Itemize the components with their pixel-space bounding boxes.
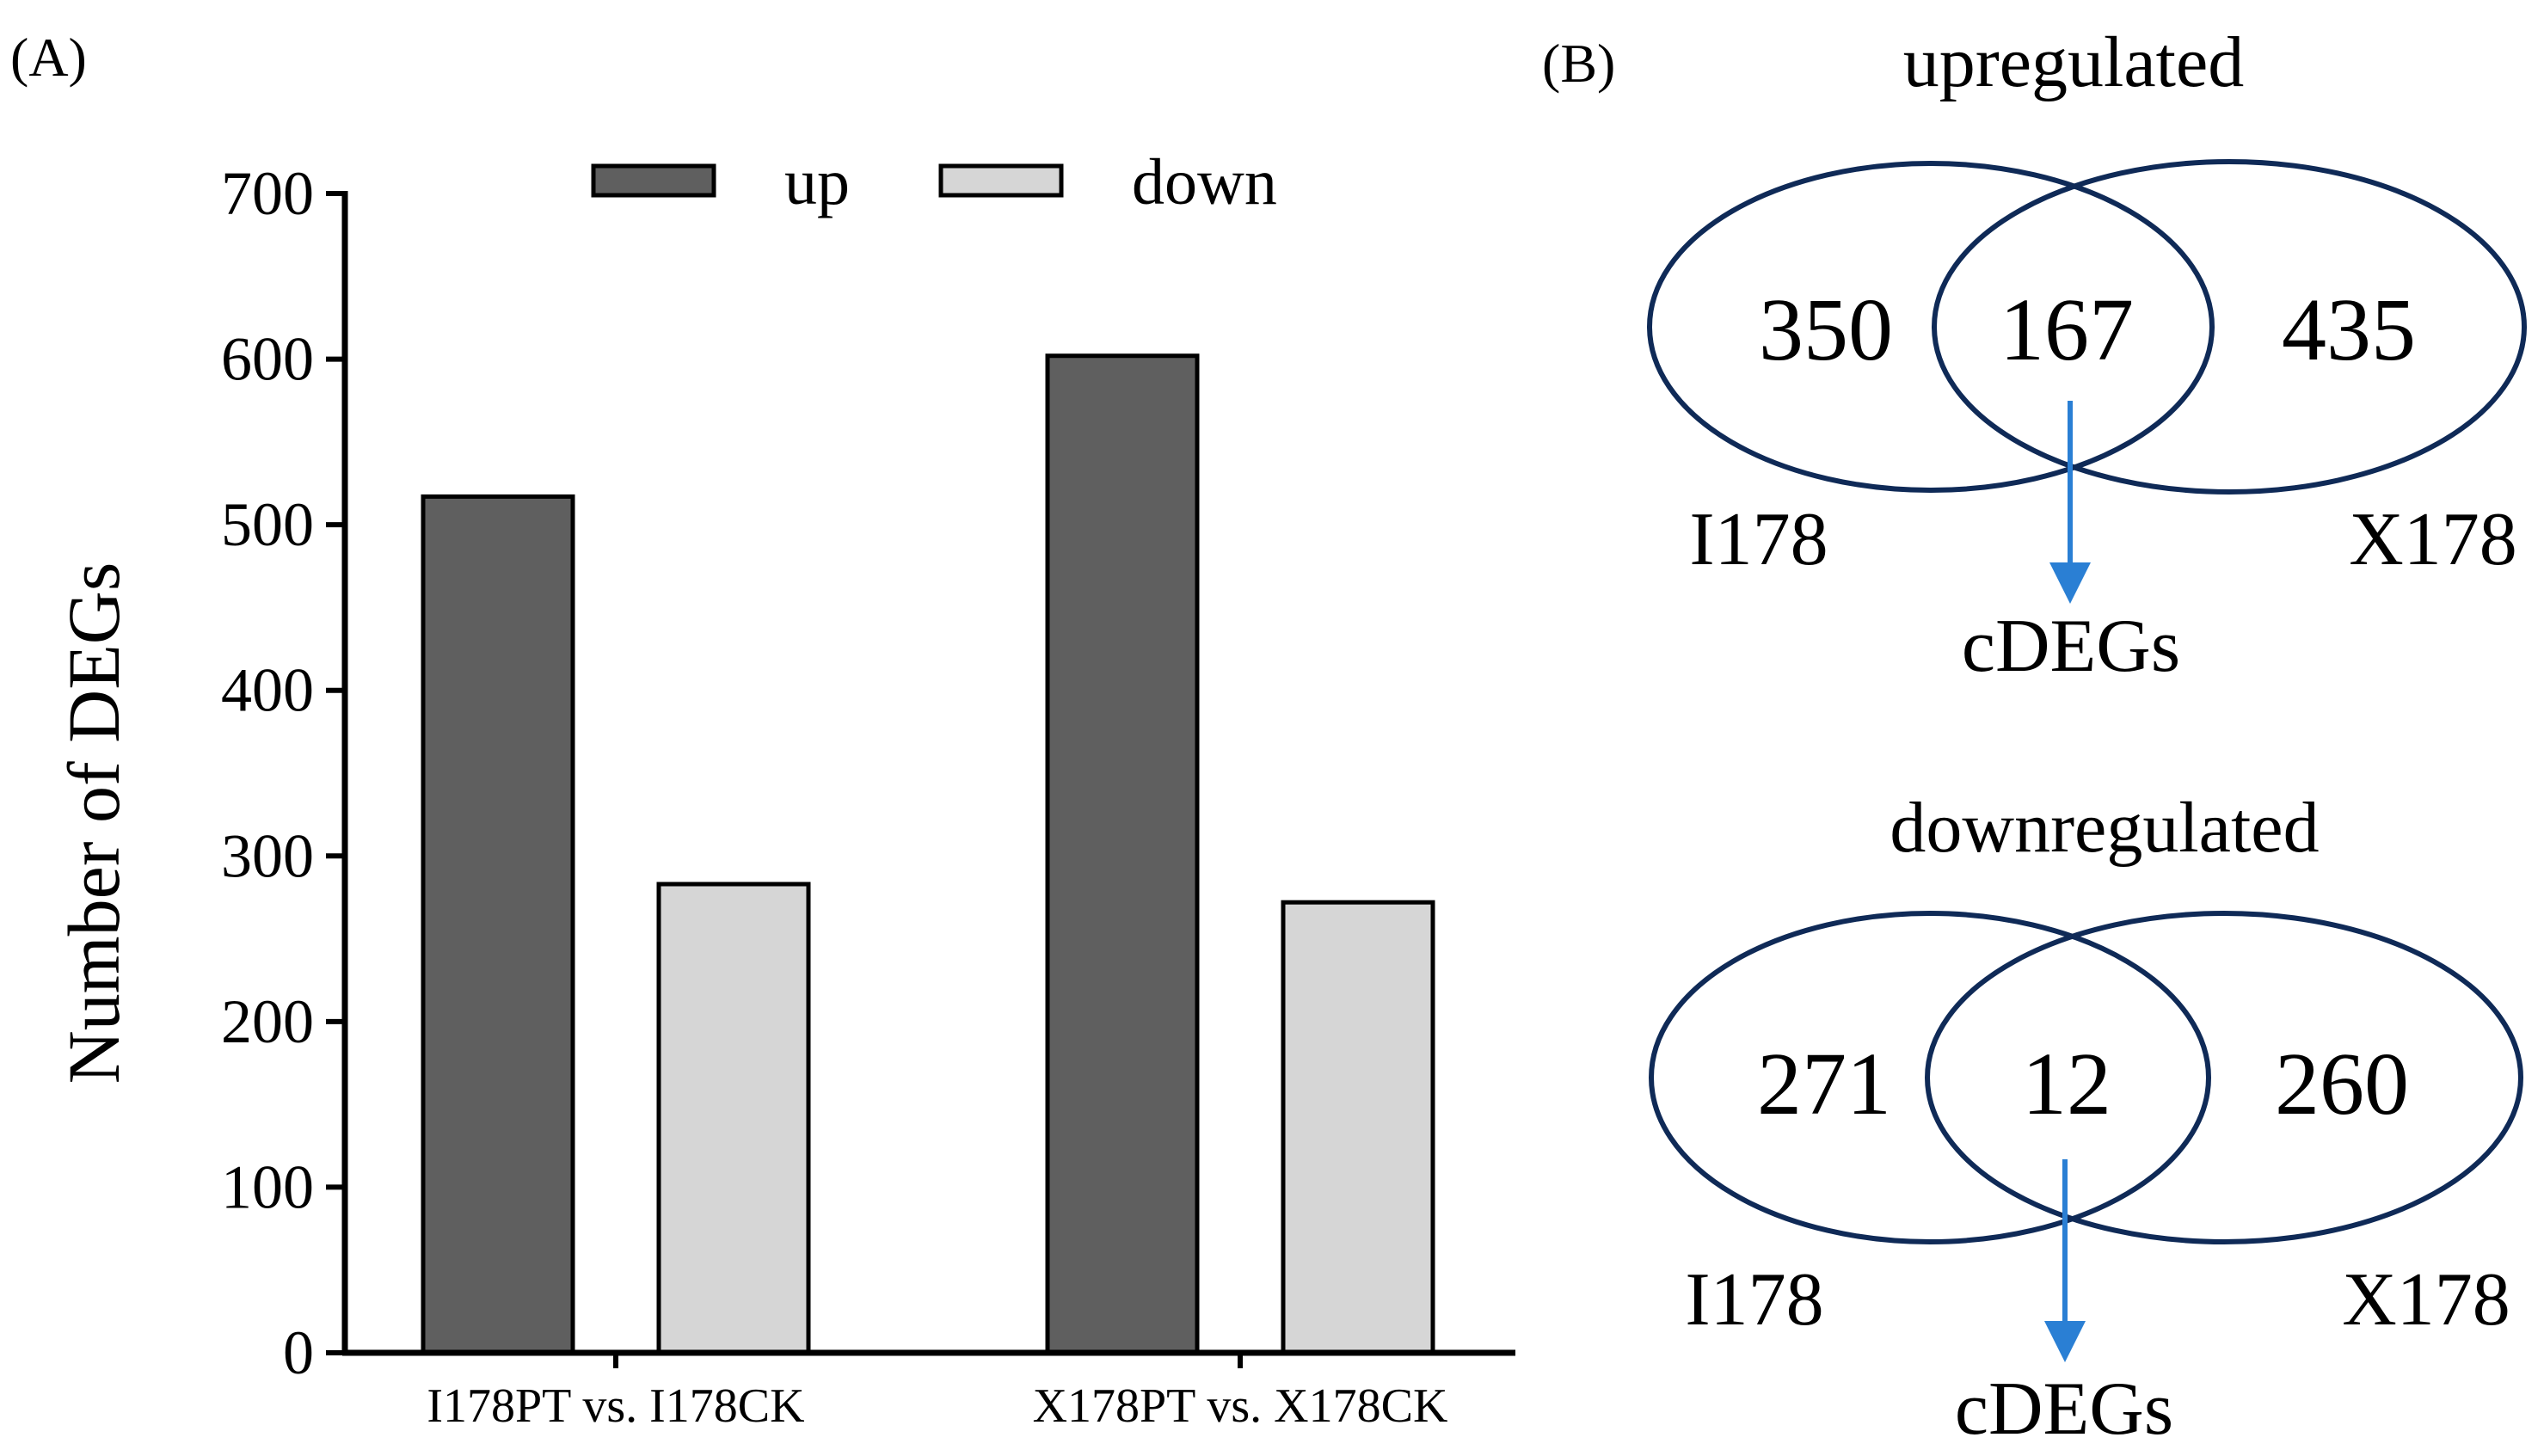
venn-up-overlap-count: 167: [2000, 280, 2134, 379]
venn-upregulated: upregulated 350 167 435 I178 X178 cDEGs: [1647, 22, 2527, 688]
venn-down-cdegs-label: cDEGs: [1955, 1367, 2173, 1451]
venn-down-overlap-count: 12: [2022, 1035, 2111, 1133]
venn-up-right-count: 435: [2282, 280, 2416, 379]
bar-up-1: [421, 494, 575, 1355]
y-tick-label: 600: [221, 325, 314, 394]
panel-label-a: (A): [10, 27, 87, 88]
venn-up-circle-left: [1647, 161, 2215, 493]
venn-down-right-count: 260: [2275, 1035, 2409, 1133]
legend-swatch-down: [938, 163, 1064, 198]
bar-up-2: [1045, 353, 1200, 1355]
venn-up-left-count: 350: [1759, 280, 1893, 379]
venn-downregulated: downregulated 271 12 260 I178 X178 cDEGs: [1649, 788, 2523, 1451]
venn-down-circle-left: [1649, 911, 2211, 1244]
y-axis-label: Number of DEGs: [52, 562, 135, 1084]
y-axis-ticks: 0 100 200 300 400 500 600 700: [221, 159, 345, 1387]
bar-chart: 0 100 200 300 400 500 600 700 I178PT vs. I178CK…: [52, 146, 1515, 1433]
x-category-label: I178PT vs. I178CK: [427, 1379, 804, 1433]
venn-down-circle-right: [1925, 911, 2523, 1244]
legend-label-up: up: [784, 146, 850, 218]
y-tick-label: 300: [221, 821, 314, 890]
venn-up-right-set-label: X178: [2349, 498, 2517, 581]
x-axis-categories: I178PT vs. I178CK X178PT vs. X178CK: [427, 1353, 1447, 1433]
venn-down-left-set-label: I178: [1685, 1258, 1823, 1342]
y-tick-label: 500: [221, 490, 314, 559]
venn-down-title: downregulated: [1890, 788, 2319, 868]
y-tick-label: 200: [221, 987, 314, 1056]
venn-up-left-set-label: I178: [1689, 498, 1828, 581]
legend-label-down: down: [1132, 146, 1277, 218]
venn-up-cdegs-label: cDEGs: [1962, 605, 2180, 688]
venn-down-left-count: 271: [1757, 1035, 1891, 1133]
venn-up-title: upregulated: [1903, 22, 2245, 102]
bar-down-1: [656, 882, 811, 1355]
y-tick-label: 100: [221, 1152, 314, 1221]
panel-label-b: (B): [1542, 33, 1615, 94]
venn-up-circle-right: [1932, 159, 2527, 495]
bars: [421, 353, 1435, 1355]
venn-down-right-set-label: X178: [2342, 1258, 2510, 1342]
x-category-label: X178PT vs. X178CK: [1033, 1379, 1448, 1433]
bar-down-2: [1281, 900, 1435, 1355]
legend-swatch-up: [591, 163, 716, 198]
y-tick-label: 700: [221, 159, 314, 228]
y-tick-label: 400: [221, 656, 314, 725]
y-tick-label: 0: [283, 1318, 314, 1387]
legend: up down: [591, 146, 1277, 218]
